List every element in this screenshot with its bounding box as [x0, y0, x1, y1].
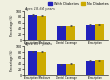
Bar — [86, 25, 95, 40]
Bar — [95, 24, 104, 40]
Bar — [28, 15, 37, 40]
Legend: With Diabetes, No Diabetes: With Diabetes, No Diabetes — [48, 2, 108, 6]
Bar — [37, 16, 46, 40]
Bar — [57, 64, 66, 75]
Bar — [66, 26, 75, 40]
Bar — [95, 60, 104, 75]
Text: Ages 18-64 years: Ages 18-64 years — [24, 7, 55, 11]
Bar — [28, 51, 37, 75]
Text: Ages 65+ years: Ages 65+ years — [24, 42, 52, 46]
Bar — [37, 52, 46, 75]
Y-axis label: Percentage (%): Percentage (%) — [9, 50, 14, 72]
Bar — [86, 61, 95, 75]
Bar — [66, 64, 75, 75]
Bar — [57, 26, 66, 40]
Y-axis label: Percentage (%): Percentage (%) — [9, 15, 14, 36]
